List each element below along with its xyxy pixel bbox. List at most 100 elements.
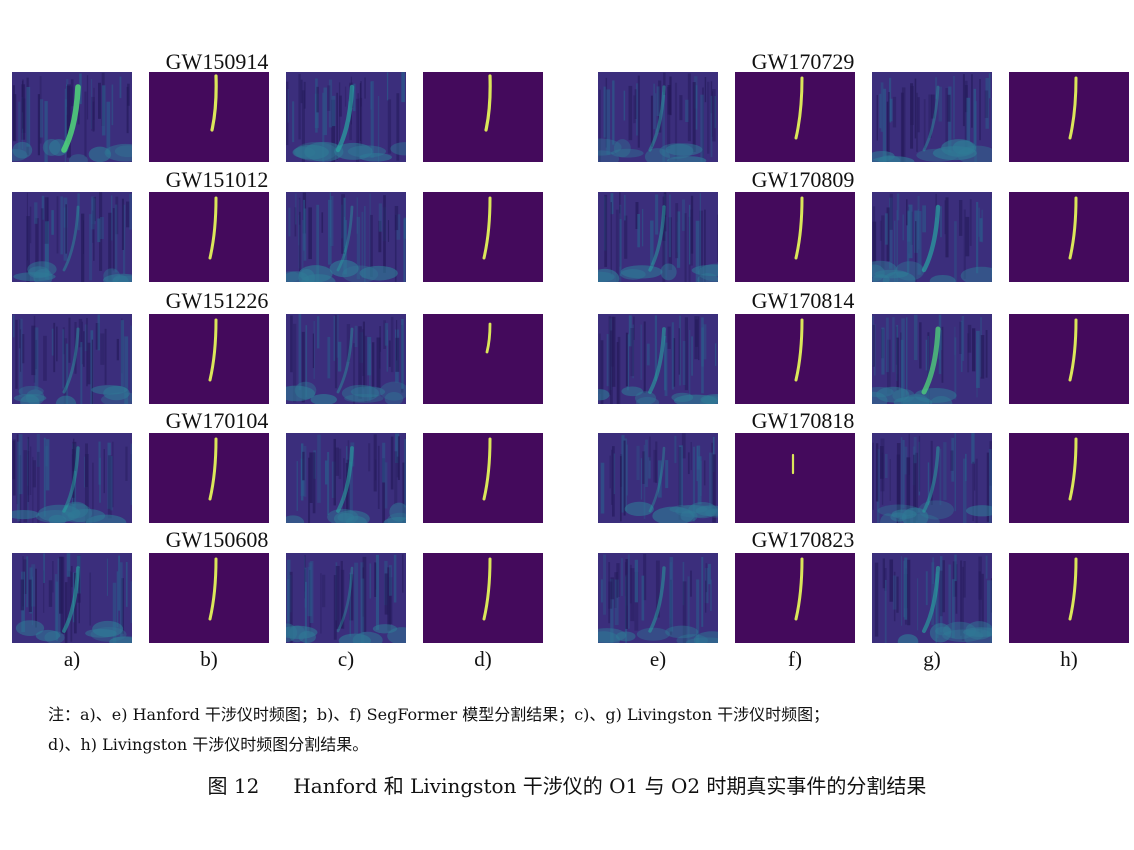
livingston-segmentation-mask bbox=[423, 314, 543, 404]
column-label: g) bbox=[923, 647, 941, 671]
figure-panel bbox=[598, 553, 718, 643]
hanford-spectrogram bbox=[598, 192, 718, 282]
event-title: GW150608 bbox=[165, 527, 269, 552]
column-label: f) bbox=[788, 647, 802, 671]
livingston-segmentation-mask bbox=[1009, 314, 1129, 404]
hanford-segmentation-mask bbox=[735, 314, 855, 404]
figure-panel bbox=[735, 72, 855, 162]
hanford-segmentation-mask bbox=[149, 553, 269, 643]
event-title: GW170104 bbox=[165, 408, 269, 433]
figure-panel bbox=[735, 553, 855, 643]
figure-panel bbox=[12, 314, 132, 404]
figure-panel bbox=[149, 553, 269, 643]
event-title: GW170729 bbox=[751, 49, 855, 74]
event-title: GW151226 bbox=[165, 288, 269, 313]
livingston-spectrogram bbox=[872, 314, 992, 404]
livingston-spectrogram bbox=[286, 433, 406, 523]
figure-panel bbox=[286, 553, 406, 643]
column-label: d) bbox=[474, 647, 492, 671]
hanford-spectrogram bbox=[12, 553, 132, 643]
figure-panel bbox=[12, 553, 132, 643]
column-label: a) bbox=[63, 647, 81, 671]
figure-panel bbox=[598, 192, 718, 282]
figure-panel bbox=[872, 192, 992, 282]
hanford-spectrogram bbox=[12, 314, 132, 404]
event-title: GW150914 bbox=[165, 49, 269, 74]
figure-panel bbox=[598, 433, 718, 523]
hanford-spectrogram bbox=[12, 192, 132, 282]
figure-panel bbox=[872, 72, 992, 162]
livingston-segmentation-mask bbox=[1009, 433, 1129, 523]
livingston-spectrogram bbox=[872, 553, 992, 643]
hanford-spectrogram bbox=[598, 314, 718, 404]
event-title: GW170809 bbox=[751, 167, 855, 192]
hanford-segmentation-mask bbox=[735, 192, 855, 282]
livingston-spectrogram bbox=[872, 433, 992, 523]
livingston-segmentation-mask bbox=[423, 433, 543, 523]
figure-panel bbox=[149, 192, 269, 282]
hanford-spectrogram bbox=[598, 72, 718, 162]
figure-panel bbox=[12, 433, 132, 523]
livingston-spectrogram bbox=[286, 192, 406, 282]
hanford-segmentation-mask bbox=[149, 314, 269, 404]
hanford-segmentation-mask bbox=[149, 433, 269, 523]
figure-panel bbox=[286, 192, 406, 282]
event-title: GW170814 bbox=[751, 288, 855, 313]
livingston-spectrogram bbox=[286, 553, 406, 643]
livingston-segmentation-mask bbox=[1009, 192, 1129, 282]
caption-figure-number: 图 12 bbox=[207, 774, 260, 798]
hanford-segmentation-mask bbox=[735, 553, 855, 643]
figure-panel bbox=[1009, 314, 1129, 404]
hanford-spectrogram bbox=[12, 72, 132, 162]
event-title: GW170823 bbox=[751, 527, 855, 552]
column-label: b) bbox=[200, 647, 218, 671]
figure-panel bbox=[872, 553, 992, 643]
figure-panel bbox=[423, 192, 543, 282]
hanford-segmentation-mask bbox=[149, 72, 269, 162]
event-title: GW151012 bbox=[165, 167, 269, 192]
figure-panel bbox=[423, 433, 543, 523]
figure-panel bbox=[1009, 192, 1129, 282]
column-label: e) bbox=[649, 647, 667, 671]
figure-panel bbox=[12, 72, 132, 162]
figure-panel bbox=[149, 72, 269, 162]
hanford-spectrogram bbox=[598, 433, 718, 523]
figure-panel bbox=[735, 192, 855, 282]
figure-panel bbox=[286, 72, 406, 162]
livingston-segmentation-mask bbox=[423, 72, 543, 162]
livingston-spectrogram bbox=[286, 314, 406, 404]
figure-panel bbox=[12, 192, 132, 282]
figure-panel bbox=[735, 314, 855, 404]
livingston-spectrogram bbox=[872, 72, 992, 162]
livingston-spectrogram bbox=[872, 192, 992, 282]
event-title: GW170818 bbox=[751, 408, 855, 433]
figure-panel bbox=[423, 314, 543, 404]
hanford-segmentation-mask bbox=[149, 192, 269, 282]
figure-panel bbox=[423, 553, 543, 643]
figure-panel bbox=[598, 314, 718, 404]
hanford-segmentation-mask bbox=[735, 433, 855, 523]
figure-note-line-1: 注：a)、e) Hanford 干涉仪时频图；b)、f) SegFormer 模… bbox=[48, 705, 830, 724]
livingston-spectrogram bbox=[286, 72, 406, 162]
figure-panel bbox=[286, 433, 406, 523]
figure-panel bbox=[149, 433, 269, 523]
figure-panel bbox=[1009, 553, 1129, 643]
hanford-spectrogram bbox=[598, 553, 718, 643]
livingston-segmentation-mask bbox=[423, 192, 543, 282]
figure-panel bbox=[872, 314, 992, 404]
column-label: h) bbox=[1060, 647, 1078, 671]
figure-caption: 图 12 Hanford 和 Livingston 干涉仪的 O1 与 O2 时期… bbox=[0, 772, 1134, 800]
figure-panel bbox=[423, 72, 543, 162]
figure-panel bbox=[598, 72, 718, 162]
figure-panel bbox=[1009, 433, 1129, 523]
livingston-segmentation-mask bbox=[423, 553, 543, 643]
figure-panel bbox=[1009, 72, 1129, 162]
column-label: c) bbox=[337, 647, 355, 671]
figure-grid: GW150914 GW151012 GW151226 GW170104 GW150608… bbox=[12, 49, 1129, 671]
figure-panel bbox=[735, 433, 855, 523]
caption-text: Hanford 和 Livingston 干涉仪的 O1 与 O2 时期真实事件… bbox=[293, 774, 927, 798]
figure-panel bbox=[286, 314, 406, 404]
livingston-segmentation-mask bbox=[1009, 553, 1129, 643]
livingston-segmentation-mask bbox=[1009, 72, 1129, 162]
hanford-spectrogram bbox=[12, 433, 132, 523]
